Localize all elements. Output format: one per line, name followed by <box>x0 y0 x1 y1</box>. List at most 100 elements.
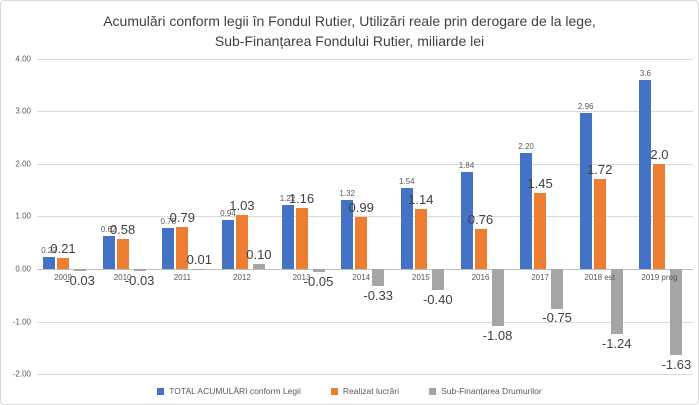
data-label-subfinantarea: -0.03 <box>65 272 95 288</box>
bar-total-acumulari <box>162 228 175 269</box>
data-label-realizat-lucrari: 0.99 <box>348 199 374 215</box>
x-axis-category-label: 2018 est <box>584 273 616 282</box>
data-label-total-acumulari: 2.96 <box>577 102 594 112</box>
bar-subfinantarea <box>133 269 146 271</box>
legend-label: Realizat lucrări <box>342 386 400 396</box>
bar-realizat-lucrari <box>355 216 368 269</box>
bar-realizat-lucrari <box>295 208 308 269</box>
y-axis-tick-label: 4.00 <box>15 54 31 64</box>
data-label-subfinantarea: -1.63 <box>661 356 692 372</box>
x-axis-category-label: 2017 <box>531 273 549 282</box>
legend-item-total-acumulari: TOTAL ACUMULĂRI conform Legii <box>157 386 301 396</box>
bar-subfinantarea <box>312 269 325 272</box>
data-label-total-acumulari: 3.6 <box>639 68 651 78</box>
x-axis-line <box>37 269 693 270</box>
x-axis-category-label: 2014 <box>352 273 371 282</box>
x-axis-category-label: 2010 <box>113 273 132 282</box>
data-label-total-acumulari: 0.94 <box>220 208 236 218</box>
bar-realizat-lucrari <box>116 238 129 269</box>
bar-realizat-lucrari <box>653 163 666 269</box>
bar-subfinantarea <box>551 269 564 309</box>
bar-subfinantarea <box>372 269 385 287</box>
bar-realizat-lucrari <box>534 192 547 269</box>
data-label-subfinantarea: -0.05 <box>303 273 334 289</box>
data-label-subfinantarea: -1.08 <box>482 327 513 343</box>
x-axis-category-label: 2013 <box>292 273 311 282</box>
legend-item-realizat-lucrari: Realizat lucrări <box>330 386 400 396</box>
y-axis-tick-label: 0.00 <box>15 264 31 274</box>
bar-total-acumulari <box>102 236 115 269</box>
bar-total-acumulari <box>579 113 592 269</box>
data-label-subfinantarea: 0.10 <box>246 246 272 262</box>
bar-subfinantarea <box>670 269 683 355</box>
data-label-realizat-lucrari: 2.0 <box>650 146 669 162</box>
y-axis-tick-label: -2.00 <box>12 369 31 379</box>
data-label-total-acumulari: 0.62 <box>100 225 117 235</box>
chart-title-line1: Acumulări conform legii în Fondul Rutier… <box>103 13 596 29</box>
x-axis-category-label: 2009 <box>54 273 72 282</box>
bar-realizat-lucrari <box>57 258 69 269</box>
data-label-realizat-lucrari: 0.79 <box>169 210 195 226</box>
legend-label: TOTAL ACUMULĂRI conform Legii <box>169 386 301 396</box>
data-label-realizat-lucrari: 1.14 <box>408 192 434 207</box>
y-axis-tick-label: 2.00 <box>15 159 31 169</box>
data-label-total-acumulari: 1.54 <box>399 177 415 186</box>
data-label-total-acumulari: 0.22 <box>41 246 57 256</box>
data-label-subfinantarea: -0.75 <box>542 310 572 326</box>
legend-marker-orange-icon <box>330 387 338 395</box>
bar-subfinantarea <box>610 269 623 335</box>
data-label-total-acumulari: 1.22 <box>279 193 296 203</box>
y-axis-tick-label: -1.00 <box>12 317 31 327</box>
data-label-subfinantarea: 0.01 <box>186 251 212 267</box>
data-label-subfinantarea: -1.24 <box>601 336 632 352</box>
x-axis-category-label: 2019 prog <box>641 273 678 282</box>
data-label-total-acumulari: 1.84 <box>458 161 475 171</box>
gridline <box>37 321 693 323</box>
bar-subfinantarea <box>252 263 265 269</box>
legend-item-subfinantarea: Sub-Finanțarea Drumurilor <box>429 386 542 396</box>
chart-title-line2: Sub-Finanțarea Fondului Rutier, miliarde… <box>214 33 485 49</box>
data-label-realizat-lucrari: 0.76 <box>467 212 494 227</box>
bar-total-acumulari <box>520 153 533 269</box>
data-label-realizat-lucrari: 1.45 <box>527 175 553 191</box>
legend-label: Sub-Finanțarea Drumurilor <box>441 386 542 396</box>
bar-subfinantarea <box>193 268 206 270</box>
gridline <box>37 374 693 376</box>
y-axis-tick-label: 1.00 <box>15 211 31 221</box>
legend-marker-blue-icon <box>157 387 165 395</box>
data-label-subfinantarea: -0.33 <box>363 288 394 304</box>
x-axis-category-label: 2012 <box>232 273 251 282</box>
x-axis-category-label: 2015 <box>411 273 430 282</box>
bar-realizat-lucrari <box>235 214 248 269</box>
x-axis-category-label: 2016 <box>471 273 490 282</box>
bar-realizat-lucrari <box>176 227 189 269</box>
x-axis-category-label: 2011 <box>173 273 191 282</box>
bar-total-acumulari <box>460 172 473 269</box>
bar-total-acumulari <box>43 257 55 269</box>
bar-total-acumulari <box>281 204 294 269</box>
data-label-total-acumulari: 1.32 <box>339 188 355 198</box>
data-label-realizat-lucrari: 1.72 <box>587 161 613 177</box>
bar-subfinantarea <box>74 269 86 271</box>
gridline <box>37 111 693 113</box>
bar-realizat-lucrari <box>474 229 487 269</box>
bar-realizat-lucrari <box>593 178 606 269</box>
data-label-realizat-lucrari: 0.21 <box>50 241 76 256</box>
bar-subfinantarea <box>431 269 444 290</box>
bar-realizat-lucrari <box>414 209 427 269</box>
bar-total-acumulari <box>221 219 234 269</box>
data-label-total-acumulari: 0.78 <box>160 217 177 226</box>
bar-total-acumulari <box>400 188 413 269</box>
data-label-realizat-lucrari: 1.16 <box>288 191 315 206</box>
data-label-realizat-lucrari: 1.03 <box>229 197 255 213</box>
chart-title: Acumulări conform legii în Fondul Rutier… <box>1 11 698 51</box>
bar-total-acumulari <box>639 79 652 269</box>
data-label-realizat-lucrari: 0.58 <box>109 221 136 237</box>
y-axis-tick-label: 3.00 <box>15 106 31 116</box>
gridline <box>37 163 693 165</box>
data-label-total-acumulari: 2.20 <box>518 142 534 152</box>
bar-total-acumulari <box>341 199 354 269</box>
bar-subfinantarea <box>491 269 504 326</box>
